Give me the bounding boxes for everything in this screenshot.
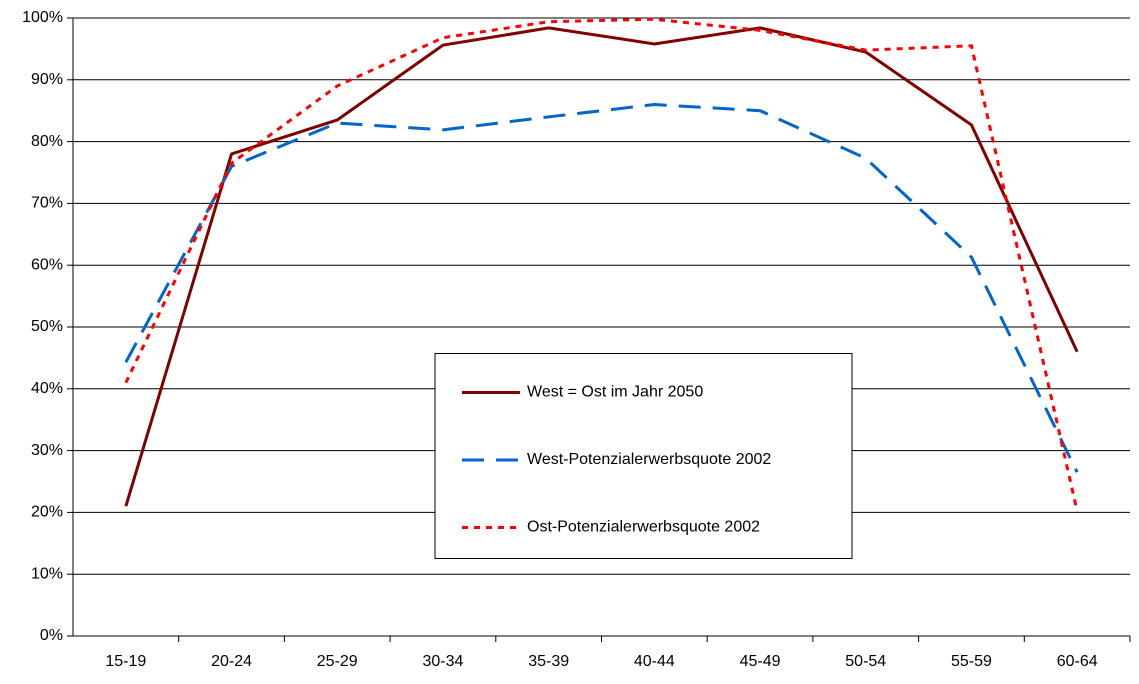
legend-label: West = Ost im Jahr 2050: [527, 384, 703, 401]
legend-label: Ost-Potenzialerwerbsquote 2002: [527, 519, 760, 536]
y-tick-label: 20%: [31, 504, 63, 521]
series-line: [124, 17, 1079, 512]
x-tick-label: 60-64: [1057, 653, 1098, 670]
x-tick-label: 40-44: [634, 653, 675, 670]
legend: West = Ost im Jahr 2050 West-Potenzialerw…: [434, 353, 853, 559]
series-line: [124, 26, 1079, 507]
x-tick-label: 15-19: [105, 653, 146, 670]
x-tick-label: 50-54: [845, 653, 886, 670]
x-tick-label: 25-29: [317, 653, 358, 670]
y-tick-label: 40%: [31, 380, 63, 397]
legend-box: [434, 353, 853, 559]
y-tick-label: 0%: [40, 627, 63, 644]
y-tick-label: 90%: [31, 71, 63, 88]
series-line: [124, 103, 1079, 473]
y-tick-label: 50%: [31, 318, 63, 335]
x-tick-label: 35-39: [528, 653, 569, 670]
y-tick-label: 10%: [31, 565, 63, 582]
x-tick-label: 30-34: [422, 653, 463, 670]
y-tick-label: 60%: [31, 256, 63, 273]
x-tick-label: 45-49: [740, 653, 781, 670]
y-tick-label: 80%: [31, 133, 63, 150]
legend-label: West-Potenzialerwerbsquote 2002: [527, 451, 771, 468]
y-tick-label: 30%: [31, 442, 63, 459]
y-tick-label: 70%: [31, 195, 63, 212]
x-tick-label: 55-59: [951, 653, 992, 670]
x-tick-label: 20-24: [211, 653, 252, 670]
y-tick-label: 100%: [22, 9, 63, 26]
